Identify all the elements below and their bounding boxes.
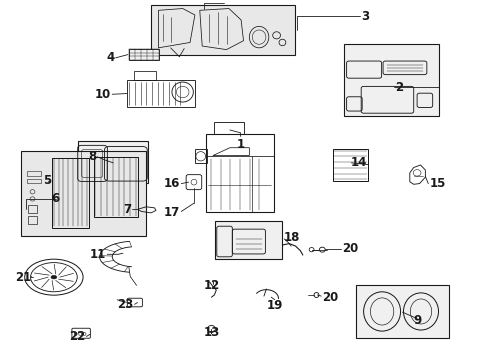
Text: 16: 16 (163, 177, 180, 190)
Text: 9: 9 (412, 314, 420, 327)
Text: 1: 1 (236, 138, 244, 151)
Bar (27, 171, 41, 176)
Bar (126, 80, 195, 107)
Bar (94, 157, 137, 217)
Text: 5: 5 (42, 174, 51, 187)
Text: 17: 17 (164, 206, 180, 219)
Bar (332, 149, 367, 181)
Bar (344, 44, 438, 116)
Bar (214, 122, 244, 134)
Text: 20: 20 (322, 291, 338, 304)
Text: 23: 23 (117, 298, 133, 311)
Bar (21, 152, 146, 237)
Text: 12: 12 (203, 279, 219, 292)
Bar (151, 5, 294, 55)
Bar (356, 285, 448, 338)
Bar (205, 134, 273, 212)
Text: 6: 6 (51, 192, 60, 205)
Bar (215, 221, 282, 259)
Text: 14: 14 (350, 156, 366, 169)
Text: 22: 22 (69, 330, 85, 343)
Text: 3: 3 (361, 10, 368, 23)
Bar (52, 158, 89, 228)
Text: 4: 4 (106, 51, 114, 64)
Bar (28, 216, 37, 224)
Bar (78, 141, 148, 183)
Text: 18: 18 (283, 231, 299, 244)
Ellipse shape (51, 275, 57, 279)
Text: 15: 15 (428, 177, 445, 190)
Bar (134, 71, 156, 80)
Text: 8: 8 (88, 150, 96, 163)
Text: 11: 11 (89, 248, 106, 261)
Text: 19: 19 (266, 298, 282, 312)
Text: 10: 10 (95, 88, 111, 101)
Text: 21: 21 (15, 271, 31, 284)
Bar (27, 179, 41, 183)
Bar (28, 205, 37, 213)
Text: 2: 2 (394, 81, 403, 94)
Text: 7: 7 (123, 203, 131, 216)
Text: 13: 13 (203, 327, 219, 339)
Bar (128, 49, 159, 60)
Bar (195, 149, 206, 163)
Text: 20: 20 (341, 242, 357, 255)
